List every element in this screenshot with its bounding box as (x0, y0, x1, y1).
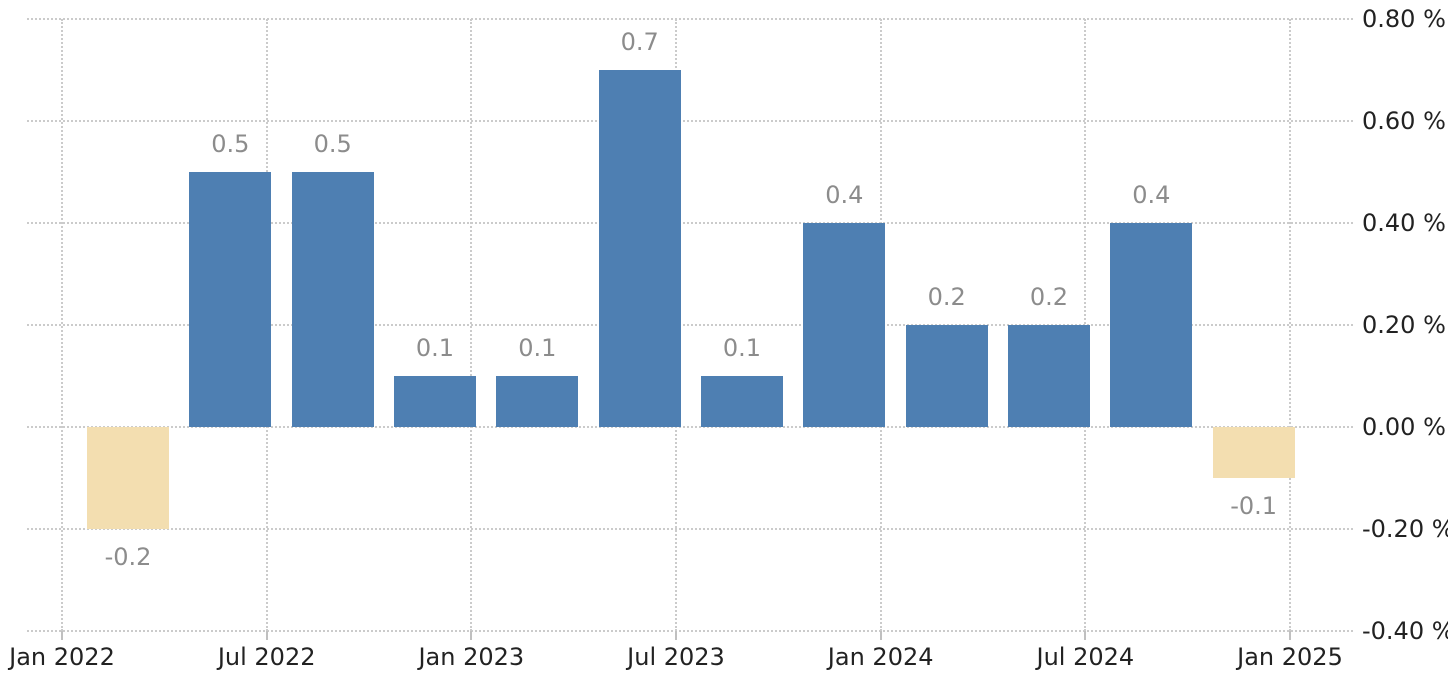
bar-2024-Q1 (905, 325, 988, 427)
bar-value-label: 0.1 (415, 334, 455, 362)
h-gridline (27, 18, 1353, 20)
x-tick-label: Jan 2023 (418, 643, 525, 671)
bar-value-label: -0.1 (1230, 492, 1278, 520)
bar-2024-Q2 (1007, 325, 1090, 427)
y-tick-label: 0.80 % (1362, 5, 1446, 33)
x-tick-label: Jan 2024 (827, 643, 934, 671)
bar-2022-Q4 (393, 376, 476, 427)
x-tick-label: Jul 2023 (627, 643, 725, 671)
bar-value-label: 0.5 (313, 130, 352, 158)
bar-value-label: 0.4 (825, 181, 864, 209)
y-tick-label: 0.40 % (1362, 209, 1446, 237)
bar-value-label: -0.2 (104, 543, 152, 571)
h-gridline (27, 120, 1353, 122)
h-gridline (27, 324, 1353, 326)
bar-2023-Q1 (496, 376, 579, 427)
y-tick-label: 0.60 % (1362, 107, 1446, 135)
h-gridline (27, 222, 1353, 224)
x-axis-tick (265, 631, 268, 640)
bar-value-label: 0.1 (722, 334, 762, 362)
x-tick-label: Jul 2022 (217, 643, 316, 671)
x-axis-tick (61, 631, 63, 640)
bar-value-label: 0.2 (927, 283, 966, 311)
bar-2022-Q2 (189, 172, 272, 427)
bar-value-label: 0.4 (1132, 181, 1171, 209)
bar-value-label: 0.7 (620, 28, 659, 56)
bar-2024-Q4 (1212, 427, 1295, 478)
h-gridline (27, 630, 1353, 632)
bar-value-label: 0.2 (1029, 283, 1069, 311)
bar-2024-Q3 (1110, 223, 1193, 427)
x-axis-tick (470, 631, 473, 640)
h-gridline (27, 528, 1353, 530)
bar-value-label: 0.5 (211, 130, 250, 158)
x-tick-label: Jan 2022 (9, 643, 115, 671)
v-gridline (470, 19, 473, 631)
v-gridline (61, 19, 63, 631)
x-axis-tick (1289, 631, 1291, 640)
bar-2023-Q2 (598, 70, 681, 427)
x-axis-tick (675, 631, 677, 640)
x-axis-tick (1084, 631, 1087, 640)
bar-2023-Q3 (700, 376, 783, 427)
h-gridline (27, 426, 1353, 428)
y-tick-label: -0.40 % (1362, 617, 1448, 645)
v-gridline (1289, 19, 1291, 631)
x-tick-label: Jan 2025 (1237, 643, 1343, 671)
y-tick-label: -0.20 % (1362, 515, 1448, 543)
bar-2022-Q3 (291, 172, 374, 427)
bar-2022-Q1 (87, 427, 169, 529)
x-axis-tick (879, 631, 882, 640)
bar-value-label: 0.1 (518, 334, 557, 362)
y-tick-label: 0.00 % (1362, 413, 1446, 441)
y-tick-label: 0.20 % (1362, 311, 1446, 339)
x-tick-label: Jul 2024 (1036, 643, 1135, 671)
bar-2023-Q4 (803, 223, 886, 427)
